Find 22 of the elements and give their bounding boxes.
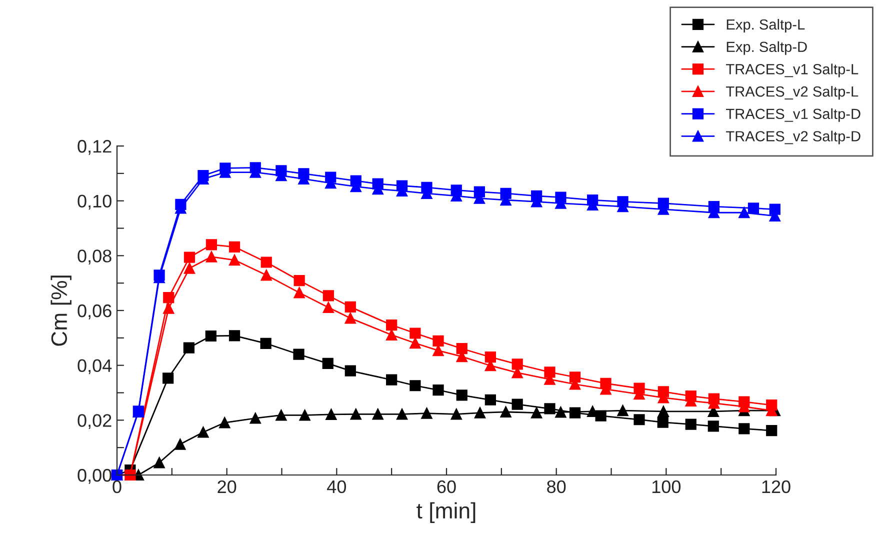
legend-label: TRACES_v1 Saltp-L	[726, 64, 858, 78]
y-tick-label: 0,00	[78, 468, 112, 484]
y-tick-label: 0,02	[78, 414, 112, 430]
x-tick-label: 80	[547, 480, 566, 494]
y-tick-label: 0,12	[78, 140, 112, 155]
y-tick-label: 0,04	[78, 359, 112, 374]
y-tick-label: 0,08	[78, 250, 112, 265]
x-tick-label: 0	[112, 480, 122, 494]
x-tick-label: 100	[652, 480, 681, 494]
x-tick-label: 60	[437, 480, 456, 494]
x-tick-label: 20	[218, 480, 236, 494]
x-axis-title: t [min]	[416, 502, 476, 523]
x-tick-label: 120	[762, 480, 790, 494]
y-tick-label: 0,06	[78, 304, 112, 320]
y-axis-title: Cm [%]	[50, 276, 72, 346]
legend-label: Exp. Saltp-L	[726, 18, 805, 33]
legend-label: Exp. Saltp-D	[726, 41, 807, 55]
legend-label: TRACES_v1 Saltp-D	[726, 108, 860, 122]
x-tick-label: 40	[327, 480, 346, 494]
y-tick-label: 0,10	[78, 194, 112, 210]
legend-label: TRACES_v2 Saltp-L	[726, 86, 858, 100]
legend-label: TRACES_v2 Saltp-D	[726, 130, 860, 144]
